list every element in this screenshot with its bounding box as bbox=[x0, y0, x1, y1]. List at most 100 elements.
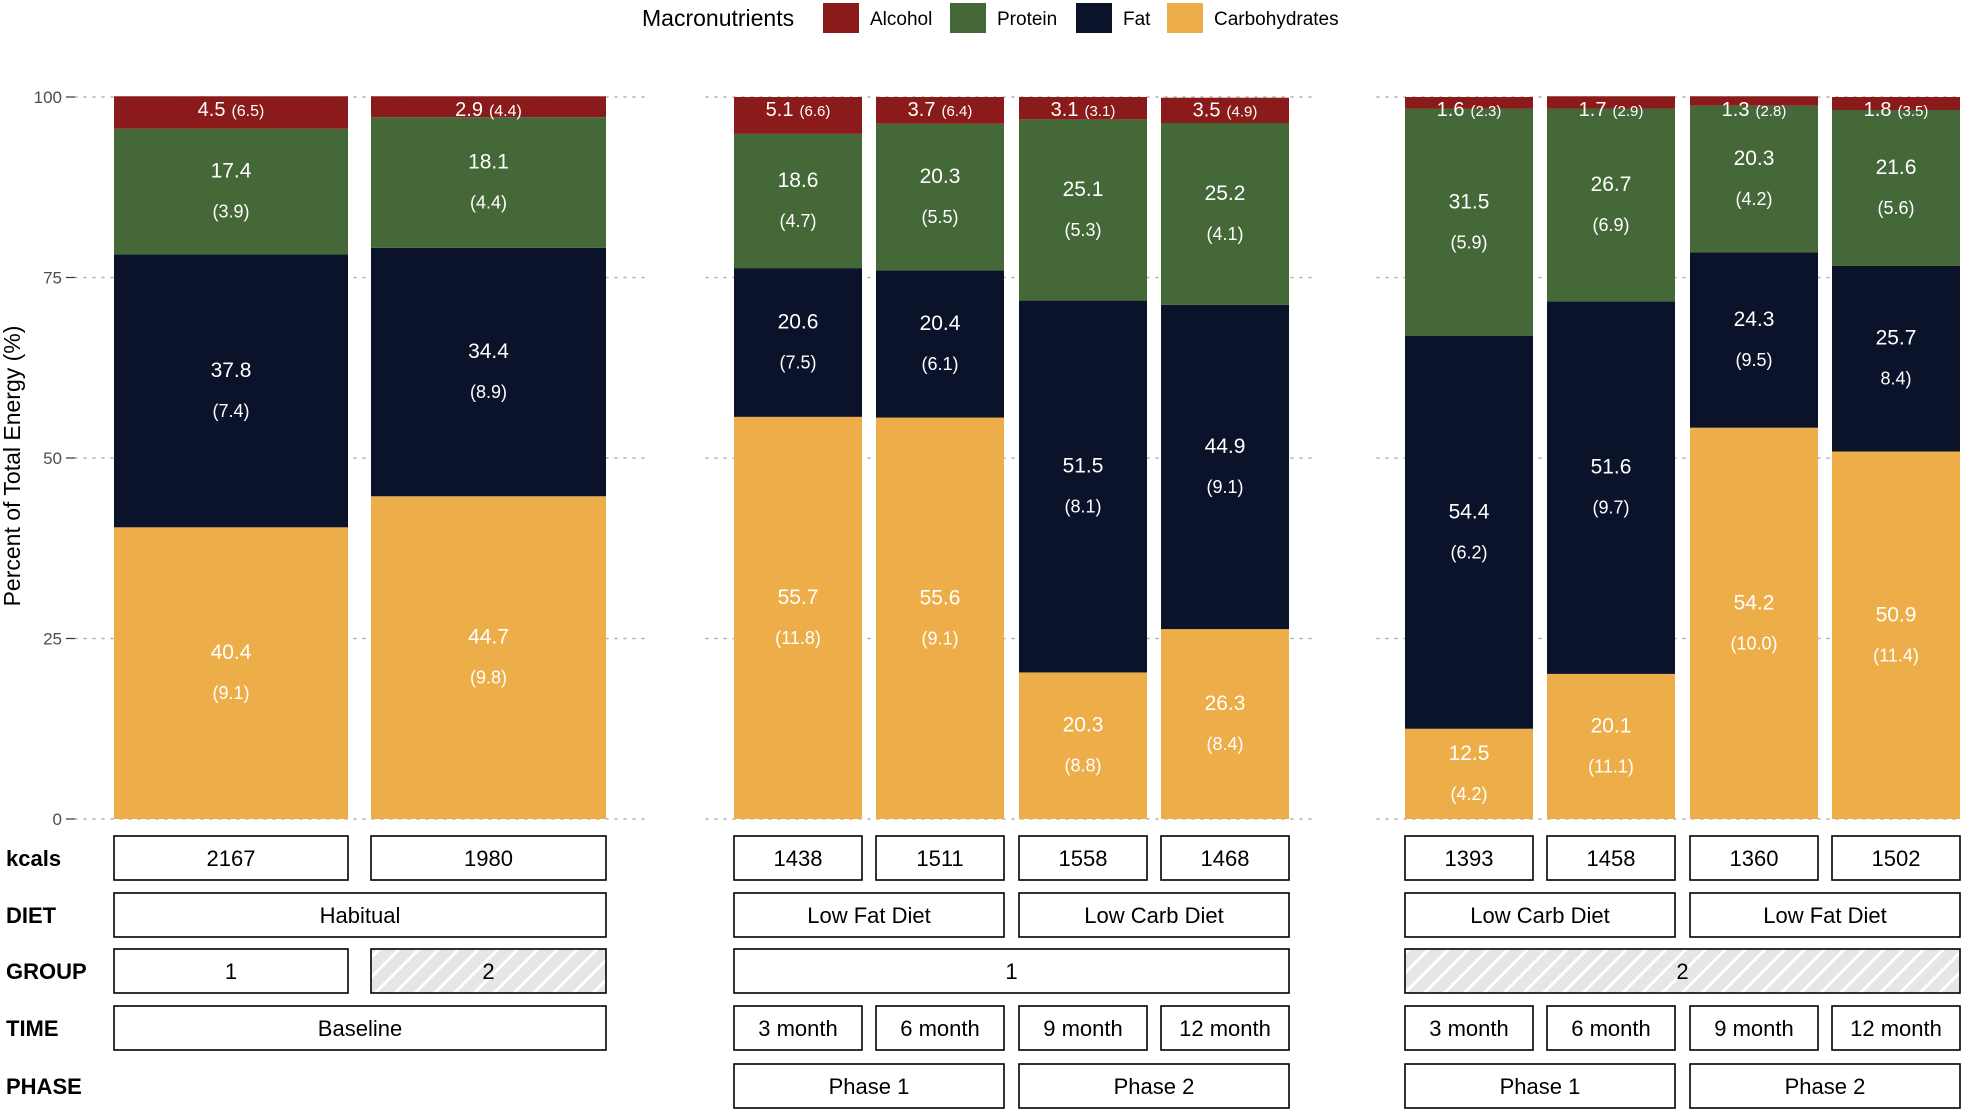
bar-segment-carb bbox=[1405, 728, 1533, 819]
table-cell-text: 1393 bbox=[1445, 846, 1494, 871]
table-cell-text: 1511 bbox=[916, 846, 963, 871]
table-cell-text: 6 month bbox=[900, 1016, 980, 1041]
table-cell-kcals bbox=[1404, 835, 1534, 881]
table-cell-text: Low Carb Diet bbox=[1470, 903, 1609, 928]
bar-segment-fat bbox=[371, 247, 606, 497]
bar-sd-protein: (4.7) bbox=[779, 211, 816, 231]
bar-value-fat: 25.7 bbox=[1876, 327, 1917, 350]
table-cell-text: 2 bbox=[482, 959, 494, 984]
legend-swatch bbox=[950, 3, 986, 33]
table-cell-diet bbox=[113, 892, 607, 938]
bar-segment-alcohol bbox=[734, 97, 862, 134]
row-label-phase: PHASE bbox=[6, 1074, 82, 1099]
bar-sd-fat: (7.5) bbox=[779, 352, 816, 372]
y-tick-label: 50 bbox=[43, 449, 62, 468]
bar-sd-protein: (5.3) bbox=[1064, 220, 1101, 240]
bar-segment-fat bbox=[1161, 304, 1289, 630]
table-cell-time bbox=[113, 1005, 607, 1051]
bar-segment-alcohol bbox=[371, 96, 606, 118]
bar-value: 3.1 bbox=[1051, 99, 1079, 121]
bar-segment-carb bbox=[1547, 673, 1675, 819]
bar-segment-protein bbox=[1832, 109, 1960, 266]
bar-segment-alcohol bbox=[1019, 97, 1147, 120]
bar-value-fat: 51.6 bbox=[1591, 456, 1632, 479]
bar-segment-alcohol bbox=[114, 96, 348, 129]
bar-sd-protein: (4.4) bbox=[470, 193, 507, 213]
bar-value: 1.6 bbox=[1437, 99, 1465, 121]
bar-label-alcohol: 1.8 (3.5) bbox=[1864, 99, 1929, 121]
table-cell-text: Low Carb Diet bbox=[1084, 903, 1223, 928]
table-cell-time bbox=[733, 1005, 863, 1051]
bar-sd: (2.8) bbox=[1755, 103, 1786, 120]
table-cell-kcals bbox=[875, 835, 1005, 881]
bar-sd-carb: (9.1) bbox=[921, 628, 958, 648]
bar-value-protein: 18.1 bbox=[468, 151, 509, 174]
bar-label-alcohol: 4.5 (6.5) bbox=[198, 99, 265, 121]
bar-sd-fat: (9.1) bbox=[1206, 477, 1243, 497]
legend-title: Macronutrients bbox=[642, 5, 794, 31]
bar-sd-carb: (8.4) bbox=[1206, 734, 1243, 754]
y-tick-label: 25 bbox=[43, 630, 62, 649]
table-cell-phase bbox=[1018, 1063, 1290, 1109]
table-cell-kcals bbox=[113, 835, 349, 881]
bar-label-alcohol: 3.7 (6.4) bbox=[908, 99, 973, 121]
bar-value-protein: 26.7 bbox=[1591, 173, 1632, 196]
table-cell-kcals bbox=[370, 835, 607, 881]
table-cell-text: 1360 bbox=[1730, 846, 1779, 871]
bar-sd-fat: (6.1) bbox=[921, 354, 958, 374]
table-cell-diet bbox=[1018, 892, 1290, 938]
bar-value-carb: 54.2 bbox=[1734, 591, 1775, 614]
bar-segment-carb bbox=[1690, 427, 1818, 819]
bar-sd-protein: (4.2) bbox=[1735, 189, 1772, 209]
bar-value-protein: 21.6 bbox=[1876, 156, 1917, 179]
y-tick-label: 0 bbox=[53, 810, 62, 829]
table-cell-text: 9 month bbox=[1714, 1016, 1794, 1041]
bar-sd: (6.6) bbox=[799, 103, 830, 120]
bar-value-carb: 55.7 bbox=[778, 586, 819, 609]
table-cell-text: 1458 bbox=[1587, 846, 1636, 871]
bar-segment-protein bbox=[1019, 119, 1147, 301]
bar-value-protein: 25.1 bbox=[1063, 178, 1104, 201]
bar-segment-protein bbox=[1547, 108, 1675, 302]
table-cell-group bbox=[1404, 948, 1961, 994]
table-cell-time bbox=[1831, 1005, 1961, 1051]
bar-label-alcohol: 3.5 (4.9) bbox=[1193, 100, 1258, 122]
legend-item-label: Fat bbox=[1123, 9, 1151, 30]
table-cell-text: 12 month bbox=[1179, 1016, 1271, 1041]
table-cell-diet bbox=[1404, 892, 1676, 938]
table-cell-text: 2 bbox=[1676, 959, 1688, 984]
bar-segment-protein bbox=[1161, 122, 1289, 305]
bar-value-protein: 17.4 bbox=[211, 160, 252, 183]
bar-sd: (4.9) bbox=[1226, 104, 1257, 121]
table-cell-text: Phase 2 bbox=[1114, 1074, 1195, 1099]
y-axis-title: Percent of Total Energy (%) bbox=[0, 326, 25, 607]
table-cell-text: 1468 bbox=[1201, 846, 1250, 871]
bar-value-fat: 20.6 bbox=[778, 310, 819, 333]
table-cell-text: 6 month bbox=[1571, 1016, 1651, 1041]
row-label-time: TIME bbox=[6, 1016, 59, 1041]
bar-sd-carb: (8.8) bbox=[1064, 756, 1101, 776]
bar-sd: (6.4) bbox=[941, 103, 972, 120]
table-cell-kcals bbox=[1160, 835, 1290, 881]
table-cell-text: 1502 bbox=[1872, 846, 1921, 871]
bar-value-fat: 51.5 bbox=[1063, 455, 1104, 478]
bar-segment-carb bbox=[876, 417, 1004, 819]
table-cell-kcals bbox=[1546, 835, 1676, 881]
bar-value-carb: 44.7 bbox=[468, 626, 509, 649]
bar-value-carb: 50.9 bbox=[1876, 603, 1917, 626]
table-cell-group bbox=[370, 948, 607, 994]
table-cell-text: Phase 1 bbox=[829, 1074, 910, 1099]
table-cell-time bbox=[1689, 1005, 1819, 1051]
table-cell-text: Low Fat Diet bbox=[807, 903, 931, 928]
table-cell-group bbox=[113, 948, 349, 994]
gridlines bbox=[74, 96, 1961, 820]
table-cell-group bbox=[733, 948, 1290, 994]
bar-segment-fat bbox=[876, 270, 1004, 418]
table-cell-text: 1558 bbox=[1059, 846, 1108, 871]
table-cell-text: 3 month bbox=[758, 1016, 838, 1041]
y-axis: Percent of Total Energy (%) 0 25 50 75 100 bbox=[0, 88, 75, 829]
bar-segment-protein bbox=[876, 123, 1004, 271]
bar-value-protein: 18.6 bbox=[778, 169, 819, 192]
bar-label-alcohol: 3.1 (3.1) bbox=[1051, 99, 1116, 121]
